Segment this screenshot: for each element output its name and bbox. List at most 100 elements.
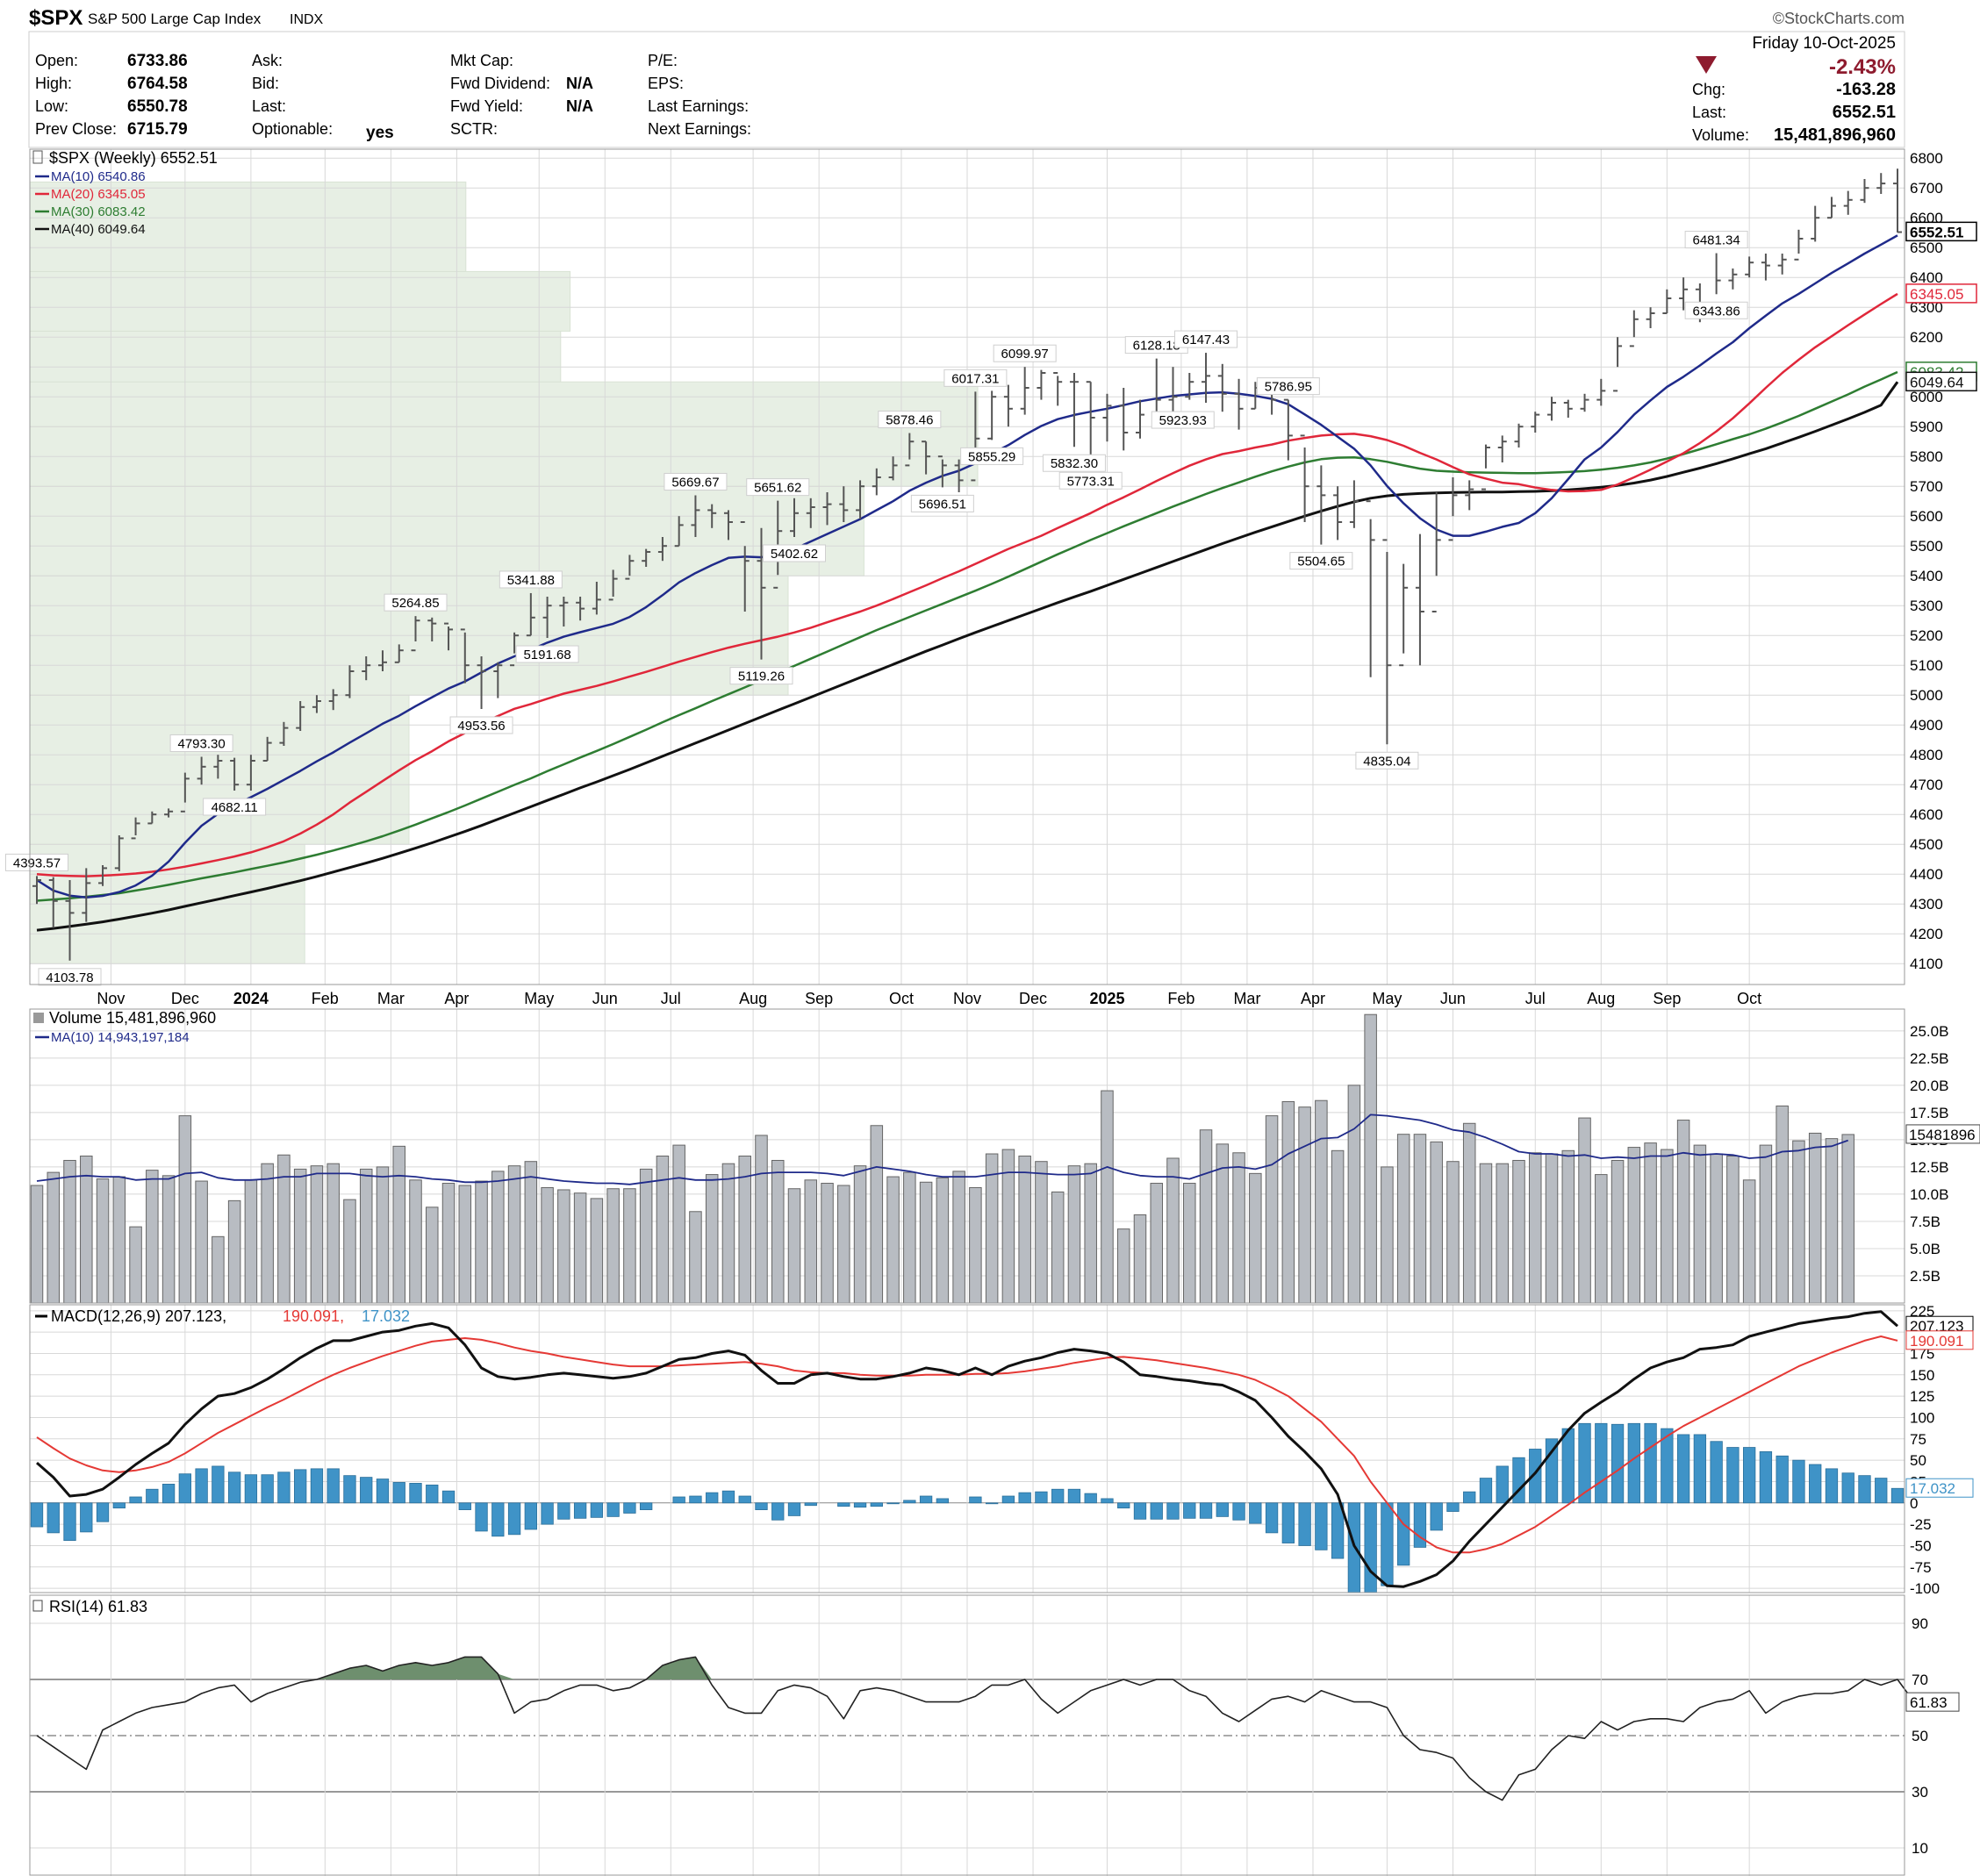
volume-bar (1315, 1099, 1328, 1304)
change-percent: -2.43% (1829, 55, 1896, 79)
macd-histogram-bar (1001, 1495, 1015, 1504)
macd-histogram-bar (886, 1502, 900, 1505)
price-annotation-box (878, 411, 942, 429)
volume-bar (441, 1183, 456, 1304)
macd-histogram-bar (1841, 1472, 1854, 1504)
volume-legend-icon (33, 1013, 44, 1023)
macd-histogram-bar (1875, 1478, 1888, 1504)
macd-histogram-bar (1035, 1491, 1048, 1504)
price-tick-label: 5900 (1910, 419, 1943, 435)
volume-bar (1676, 1120, 1690, 1304)
macd-histogram-bar (63, 1502, 76, 1542)
macd-histogram-bar (689, 1495, 702, 1504)
ohlc-legend-icon (32, 150, 43, 164)
quote-value: 6715.79 (127, 120, 188, 139)
macd-panel: -100-75-50-25025507510012515017520022520… (29, 1303, 1974, 1597)
rsi-tick-label: 90 (1912, 1615, 1928, 1632)
volume-bar (376, 1166, 390, 1304)
volume-bar (853, 1165, 867, 1304)
price-annotation-box (1058, 471, 1123, 490)
volume-bar (804, 1179, 818, 1304)
quote-label: Fwd Dividend: (450, 75, 550, 92)
price-annotation: 6481.34 (1693, 233, 1740, 248)
macd-histogram-bar (1364, 1502, 1377, 1593)
macd-histogram-bar (706, 1492, 719, 1504)
volume-bar (1281, 1100, 1295, 1304)
volume-bar (1776, 1105, 1789, 1304)
price-annotation: 4393.57 (13, 856, 61, 870)
price-annotation: 5832.30 (1051, 456, 1098, 471)
volume-bar (212, 1235, 225, 1304)
volume-bar (590, 1198, 604, 1304)
price-legend-title: $SPX (Weekly) 6552.51 (49, 149, 218, 167)
volume-bar (1726, 1156, 1740, 1304)
volume-bar (672, 1144, 685, 1304)
volume-bar (1396, 1134, 1410, 1304)
price-tick-label: 4100 (1910, 956, 1943, 972)
volume-bar (1265, 1115, 1279, 1304)
quote-value: N/A (566, 97, 593, 115)
macd-histogram-bar (1726, 1447, 1740, 1504)
price-annotation: 5119.26 (738, 669, 785, 684)
volume-bar (96, 1178, 110, 1304)
macd-histogram-bar (1463, 1491, 1476, 1504)
macd-tick-label: 50 (1910, 1452, 1926, 1469)
macd-tick-label: 125 (1910, 1388, 1934, 1405)
volume-bar (886, 1176, 900, 1304)
volume-tick-label: 5.0B (1910, 1241, 1941, 1257)
ma20-line (36, 292, 1898, 877)
macd-histogram-bar (738, 1495, 751, 1504)
price-tick-label: 4800 (1910, 747, 1943, 763)
volume-bar (1413, 1134, 1427, 1304)
quote-label: Bid: (252, 75, 279, 92)
volume-tick-label: 17.5B (1910, 1105, 1948, 1121)
volume-bar (1116, 1228, 1130, 1304)
macd-histogram-bar (1101, 1498, 1114, 1504)
macd-signal-line (36, 1335, 1898, 1554)
volume-bar (1232, 1152, 1245, 1304)
volume-bar (261, 1163, 274, 1304)
price-tick-label: 5800 (1910, 448, 1943, 465)
price-legend-entry: MA(10) 6540.86 (51, 169, 146, 184)
volume-bar (1561, 1149, 1575, 1304)
volume-bar (1347, 1085, 1361, 1304)
volume-bar (1529, 1152, 1542, 1304)
macd-histogram-bar (277, 1471, 291, 1504)
price-right-tag: 6345.05 (1910, 286, 1963, 303)
volume-bar (1364, 1013, 1377, 1304)
price-tick-label: 4300 (1910, 896, 1943, 913)
volume-bar (573, 1192, 587, 1304)
price-annotation-box (1174, 330, 1238, 348)
price-annotation: 5786.95 (1265, 380, 1312, 395)
volume-bar (1595, 1174, 1608, 1304)
volume-by-price-bar (29, 330, 562, 383)
month-axis-label: Jul (1525, 990, 1546, 1007)
quote-panel: Open: 6733.86 High: 6764.58 Low: 6550.78 Prev … (35, 34, 1896, 145)
price-annotation: 6017.31 (951, 371, 999, 386)
rsi-legend-title: RSI(14) 61.83 (49, 1598, 147, 1615)
macd-histogram-bar (441, 1490, 456, 1504)
quote-value: 6733.86 (127, 52, 188, 70)
price-annotation: 5696.51 (919, 497, 966, 512)
macd-histogram-bar (376, 1479, 390, 1504)
volume-bar (195, 1180, 208, 1304)
price-annotation: 4103.78 (46, 970, 93, 985)
price-annotation-box (1684, 231, 1748, 249)
macd-histogram-bar (261, 1474, 274, 1504)
volume-bar (129, 1226, 142, 1304)
month-axis-label: Mar (377, 990, 405, 1007)
volume-bar (1661, 1149, 1674, 1304)
rsi-tick-label: 30 (1912, 1784, 1928, 1801)
volume-bar (359, 1168, 373, 1304)
macd-histogram-bar (458, 1502, 471, 1510)
price-legend-entry: MA(20) 6345.05 (51, 187, 146, 202)
volume-bar (771, 1159, 785, 1304)
quote-label: P/E: (648, 52, 678, 69)
price-annotation-box (1151, 411, 1215, 429)
price-annotation-box (515, 645, 579, 663)
macd-histogram-bar (1611, 1423, 1625, 1504)
macd-histogram-bar (195, 1468, 208, 1504)
rsi-panel: 10 30 50 70 90 61.83 RSI(14) 61.83 (29, 1594, 1960, 1876)
quote-label: EPS: (648, 75, 684, 92)
macd-histogram-bar (1578, 1422, 1591, 1504)
